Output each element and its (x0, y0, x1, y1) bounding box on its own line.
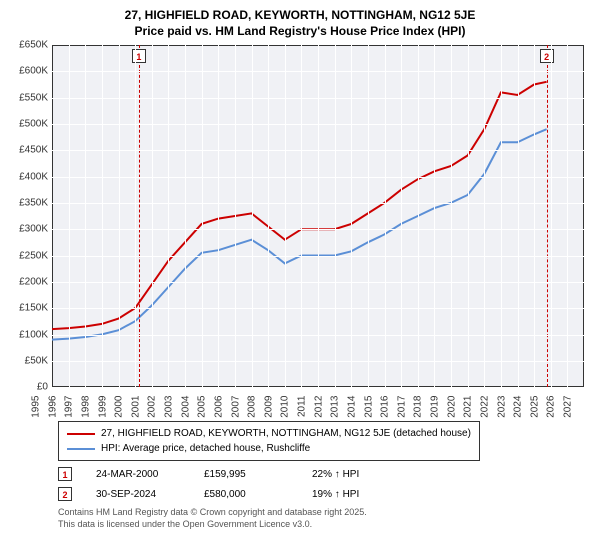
chart-container: 27, HIGHFIELD ROAD, KEYWORTH, NOTTINGHAM… (0, 0, 600, 560)
x-gridline (152, 45, 153, 387)
event-row-2: 2 30-SEP-2024 £580,000 19% ↑ HPI (58, 487, 592, 501)
legend-item-hpi: HPI: Average price, detached house, Rush… (67, 441, 471, 456)
legend-label-property: 27, HIGHFIELD ROAD, KEYWORTH, NOTTINGHAM… (101, 426, 471, 441)
legend-item-property: 27, HIGHFIELD ROAD, KEYWORTH, NOTTINGHAM… (67, 426, 471, 441)
x-gridline (301, 45, 302, 387)
event-date-2: 30-SEP-2024 (96, 489, 180, 500)
x-gridline (434, 45, 435, 387)
x-gridline (368, 45, 369, 387)
event-marker-2: 2 (58, 487, 72, 501)
x-gridline (218, 45, 219, 387)
x-gridline (335, 45, 336, 387)
legend-swatch-property (67, 433, 95, 435)
legend-label-hpi: HPI: Average price, detached house, Rush… (101, 441, 310, 456)
title-line-2: Price paid vs. HM Land Registry's House … (8, 24, 592, 40)
x-gridline (501, 45, 502, 387)
legend-swatch-hpi (67, 448, 95, 450)
x-gridline (135, 45, 136, 387)
x-gridline (518, 45, 519, 387)
x-gridline (85, 45, 86, 387)
x-gridline (401, 45, 402, 387)
marker-line-1 (139, 45, 140, 387)
x-gridline (318, 45, 319, 387)
event-delta-1: 22% ↑ HPI (312, 469, 396, 480)
event-price-2: £580,000 (204, 489, 288, 500)
x-gridline (351, 45, 352, 387)
event-delta-2: 19% ↑ HPI (312, 489, 396, 500)
marker-line-2 (547, 45, 548, 387)
x-gridline (418, 45, 419, 387)
x-gridline (534, 45, 535, 387)
plot-area: £0£50K£100K£150K£200K£250K£300K£350K£400… (8, 45, 592, 415)
x-gridline (168, 45, 169, 387)
x-gridline (185, 45, 186, 387)
x-gridline (567, 45, 568, 387)
title-line-1: 27, HIGHFIELD ROAD, KEYWORTH, NOTTINGHAM… (8, 8, 592, 24)
x-gridline (235, 45, 236, 387)
x-gridline (484, 45, 485, 387)
event-price-1: £159,995 (204, 469, 288, 480)
marker-box-1: 1 (132, 49, 146, 63)
series-property (52, 82, 547, 329)
event-marker-1: 1 (58, 467, 72, 481)
x-gridline (451, 45, 452, 387)
event-list: 1 24-MAR-2000 £159,995 22% ↑ HPI 2 30-SE… (58, 467, 592, 501)
x-gridline (385, 45, 386, 387)
footer: Contains HM Land Registry data © Crown c… (58, 507, 592, 530)
chart-title: 27, HIGHFIELD ROAD, KEYWORTH, NOTTINGHAM… (8, 8, 592, 39)
event-date-1: 24-MAR-2000 (96, 469, 180, 480)
x-gridline (202, 45, 203, 387)
x-gridline (468, 45, 469, 387)
x-gridline (268, 45, 269, 387)
x-gridline (69, 45, 70, 387)
footer-line-2: This data is licensed under the Open Gov… (58, 519, 592, 531)
footer-line-1: Contains HM Land Registry data © Crown c… (58, 507, 592, 519)
x-gridline (102, 45, 103, 387)
event-row-1: 1 24-MAR-2000 £159,995 22% ↑ HPI (58, 467, 592, 481)
x-gridline (551, 45, 552, 387)
x-gridline (119, 45, 120, 387)
x-gridline (252, 45, 253, 387)
x-gridline (285, 45, 286, 387)
